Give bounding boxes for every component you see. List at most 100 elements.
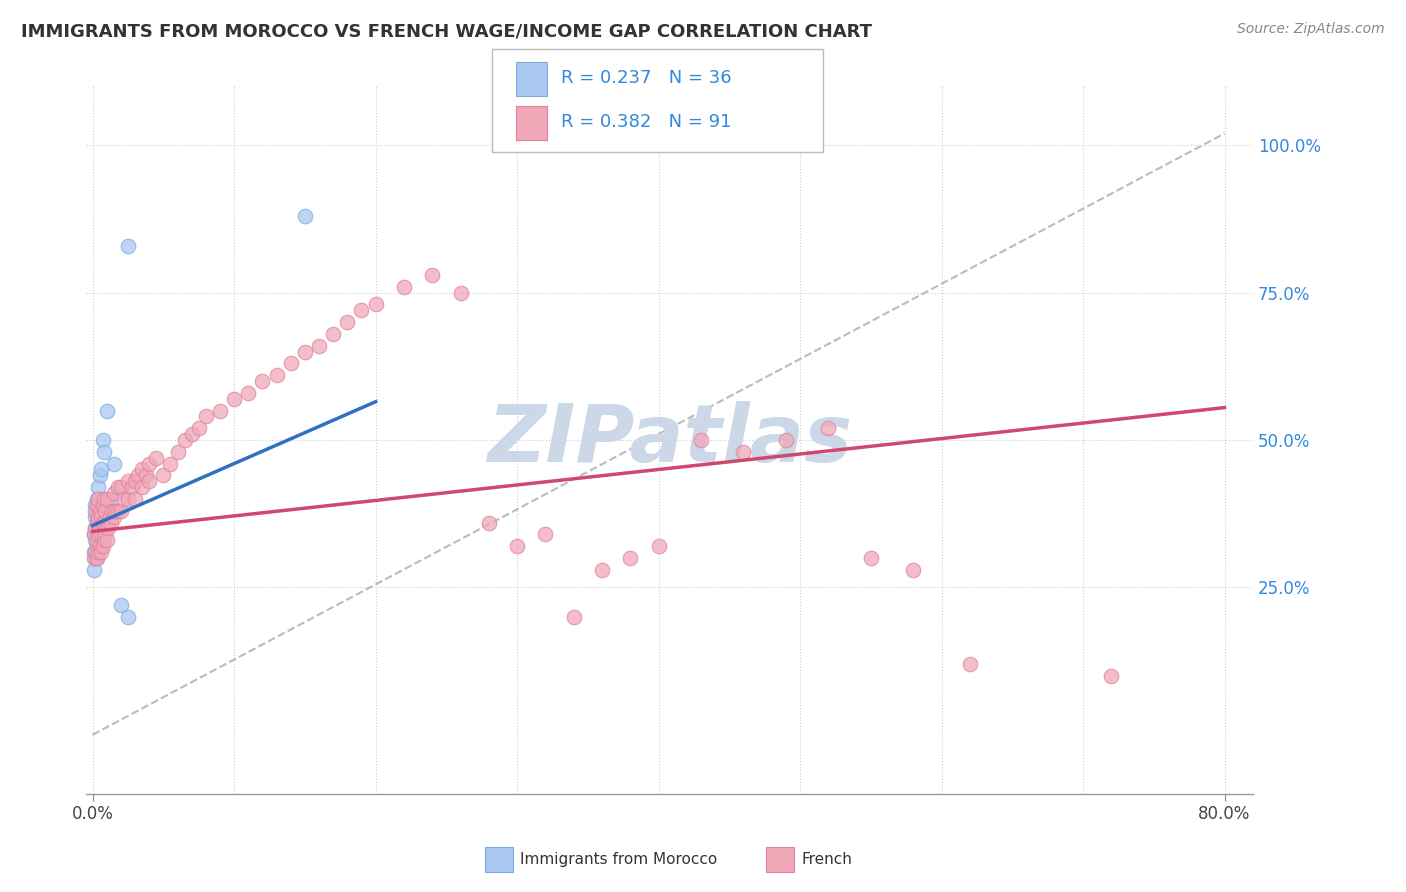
Point [90, 509, 112, 524]
Point [87, 509, 110, 524]
Point [107, 504, 129, 518]
Point [145, 450, 167, 465]
Point [124, 491, 146, 506]
Point [86, 516, 108, 530]
Point [110, 504, 132, 518]
Point [280, 356, 302, 370]
Point [647, 539, 669, 553]
Point [90, 527, 112, 541]
Point [87, 545, 110, 559]
Point [180, 427, 202, 442]
Point [112, 491, 135, 506]
Point [86, 498, 108, 512]
Point [83, 545, 105, 559]
Point [350, 303, 373, 318]
Point [86, 527, 108, 541]
Point [117, 610, 139, 624]
Text: Source: ZipAtlas.com: Source: ZipAtlas.com [1237, 22, 1385, 37]
Text: Immigrants from Morocco: Immigrants from Morocco [520, 853, 717, 867]
Point [84, 545, 107, 559]
Point [534, 527, 557, 541]
Point [420, 268, 443, 282]
Point [294, 344, 316, 359]
Point [478, 516, 501, 530]
Point [91, 539, 114, 553]
Point [817, 421, 839, 435]
Point [87, 509, 110, 524]
Point [450, 285, 472, 300]
Point [131, 462, 153, 476]
Point [86, 504, 108, 518]
Point [98, 509, 121, 524]
Point [86, 539, 108, 553]
Point [84, 521, 107, 535]
Point [733, 445, 755, 459]
Point [308, 339, 330, 353]
Point [364, 297, 387, 311]
Point [91, 433, 114, 447]
Point [91, 498, 114, 512]
Text: R = 0.382   N = 91: R = 0.382 N = 91 [561, 113, 731, 131]
Text: IMMIGRANTS FROM MOROCCO VS FRENCH WAGE/INCOME GAP CORRELATION CHART: IMMIGRANTS FROM MOROCCO VS FRENCH WAGE/I… [21, 22, 872, 40]
Point [103, 457, 125, 471]
Point [959, 657, 981, 671]
Point [903, 563, 925, 577]
Point [392, 279, 415, 293]
Point [110, 598, 132, 612]
Point [96, 533, 118, 548]
Point [1099, 669, 1122, 683]
Point [84, 550, 107, 565]
Point [87, 527, 110, 541]
Point [110, 480, 132, 494]
Point [322, 326, 344, 341]
Point [89, 504, 111, 518]
Point [619, 550, 641, 565]
Point [138, 475, 160, 489]
Point [89, 468, 111, 483]
Point [91, 516, 114, 530]
Point [127, 468, 149, 483]
Point [89, 521, 111, 535]
Point [506, 539, 529, 553]
Point [83, 550, 105, 565]
Point [103, 509, 125, 524]
Point [238, 385, 260, 400]
Text: ZIPatlas: ZIPatlas [486, 401, 852, 479]
Point [90, 545, 112, 559]
Point [187, 421, 209, 435]
Point [690, 433, 713, 447]
Text: R = 0.237   N = 36: R = 0.237 N = 36 [561, 69, 731, 87]
Point [86, 516, 108, 530]
Point [252, 374, 274, 388]
Point [266, 368, 288, 383]
Point [224, 392, 246, 406]
Point [86, 533, 108, 548]
Point [90, 533, 112, 548]
Point [86, 491, 108, 506]
Point [208, 403, 231, 417]
Point [124, 475, 146, 489]
Point [159, 457, 181, 471]
Point [93, 445, 115, 459]
Point [96, 403, 118, 417]
Point [84, 498, 107, 512]
Point [138, 457, 160, 471]
Point [121, 480, 143, 494]
Point [859, 550, 882, 565]
Point [117, 238, 139, 252]
Point [131, 480, 153, 494]
Point [83, 527, 105, 541]
Point [100, 516, 122, 530]
Point [103, 486, 125, 500]
Point [86, 550, 108, 565]
Point [101, 504, 124, 518]
Point [104, 504, 127, 518]
Text: French: French [801, 853, 852, 867]
Point [294, 209, 316, 223]
Point [87, 491, 110, 506]
Point [107, 480, 129, 494]
Point [96, 491, 118, 506]
Point [94, 527, 117, 541]
Point [152, 468, 174, 483]
Point [89, 539, 111, 553]
